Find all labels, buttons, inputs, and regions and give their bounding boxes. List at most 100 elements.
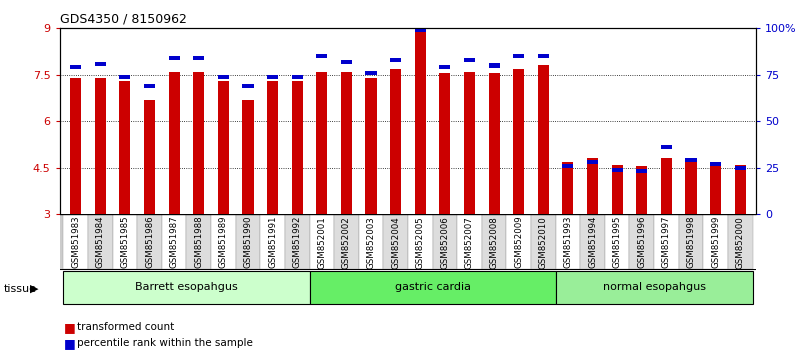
Bar <box>334 214 359 269</box>
Bar <box>291 81 302 214</box>
Bar <box>513 54 525 58</box>
FancyBboxPatch shape <box>64 271 310 304</box>
Text: GSM851989: GSM851989 <box>219 216 228 268</box>
Text: ▶: ▶ <box>30 284 39 293</box>
Text: transformed count: transformed count <box>77 322 174 332</box>
Bar <box>415 28 426 214</box>
Text: GSM851986: GSM851986 <box>145 216 154 268</box>
Bar <box>605 214 630 269</box>
Bar <box>112 214 137 269</box>
Text: normal esopahgus: normal esopahgus <box>603 282 705 292</box>
Bar <box>704 214 728 269</box>
Bar <box>95 78 106 214</box>
Bar <box>144 99 155 214</box>
Bar <box>464 72 475 214</box>
Bar <box>636 170 647 173</box>
Bar <box>489 63 500 68</box>
Bar <box>359 214 384 269</box>
Text: GSM851987: GSM851987 <box>170 216 178 268</box>
Bar <box>310 214 334 269</box>
Bar <box>193 56 205 60</box>
Bar <box>365 71 377 75</box>
Bar <box>243 84 253 88</box>
Text: Barrett esopahgus: Barrett esopahgus <box>135 282 238 292</box>
Bar <box>513 69 525 214</box>
Text: GSM851999: GSM851999 <box>711 216 720 268</box>
Bar <box>679 214 704 269</box>
Bar <box>735 165 746 214</box>
Bar <box>685 158 696 162</box>
Bar <box>563 161 573 214</box>
Bar <box>390 58 401 62</box>
Text: gastric cardia: gastric cardia <box>395 282 470 292</box>
Text: tissue: tissue <box>4 284 37 293</box>
Bar <box>611 165 622 214</box>
Bar <box>489 73 500 214</box>
Text: GSM852002: GSM852002 <box>342 216 351 269</box>
Bar <box>119 81 131 214</box>
Text: GSM851984: GSM851984 <box>96 216 105 268</box>
Bar <box>611 167 622 172</box>
Bar <box>260 214 285 269</box>
Text: GSM852008: GSM852008 <box>490 216 498 269</box>
Bar <box>587 160 598 164</box>
Bar <box>580 214 605 269</box>
Bar <box>243 99 253 214</box>
Text: GSM851991: GSM851991 <box>268 216 277 268</box>
Bar <box>735 166 746 170</box>
Text: GSM851983: GSM851983 <box>71 216 80 268</box>
Bar <box>415 28 426 32</box>
Text: GSM852007: GSM852007 <box>465 216 474 269</box>
Bar <box>587 159 598 214</box>
Bar <box>341 72 352 214</box>
Bar <box>457 214 482 269</box>
Bar <box>630 214 654 269</box>
Text: GSM851992: GSM851992 <box>293 216 302 268</box>
Text: GSM851998: GSM851998 <box>686 216 696 268</box>
Bar <box>710 163 721 214</box>
Text: GSM851996: GSM851996 <box>638 216 646 268</box>
Text: GSM852005: GSM852005 <box>416 216 425 269</box>
Bar <box>211 214 236 269</box>
Text: ■: ■ <box>64 337 76 350</box>
Bar <box>654 214 679 269</box>
Bar <box>169 72 180 214</box>
Bar <box>432 214 457 269</box>
Text: GSM852001: GSM852001 <box>318 216 326 269</box>
Bar <box>95 62 106 65</box>
Bar <box>316 72 327 214</box>
Bar <box>193 72 205 214</box>
Bar <box>408 214 432 269</box>
Bar <box>556 214 580 269</box>
Bar <box>439 65 451 69</box>
Text: GSM851990: GSM851990 <box>244 216 252 268</box>
Text: GSM852009: GSM852009 <box>514 216 523 268</box>
Bar <box>728 214 752 269</box>
FancyBboxPatch shape <box>310 271 556 304</box>
Bar <box>218 81 229 214</box>
Bar <box>482 214 506 269</box>
Text: GSM852003: GSM852003 <box>366 216 376 269</box>
Text: GSM851985: GSM851985 <box>120 216 130 268</box>
Bar <box>162 214 186 269</box>
Bar <box>384 214 408 269</box>
Text: GSM851993: GSM851993 <box>564 216 572 268</box>
Bar <box>144 84 155 88</box>
Bar <box>119 75 131 79</box>
Bar <box>64 214 88 269</box>
Text: GSM852010: GSM852010 <box>539 216 548 269</box>
Bar <box>538 54 549 58</box>
Bar <box>685 161 696 214</box>
Text: GSM852000: GSM852000 <box>736 216 745 269</box>
Bar <box>506 214 531 269</box>
Bar <box>636 166 647 214</box>
Text: GSM851988: GSM851988 <box>194 216 203 268</box>
Text: GSM852004: GSM852004 <box>391 216 400 269</box>
Bar <box>464 58 475 62</box>
FancyBboxPatch shape <box>556 271 752 304</box>
Text: GSM851994: GSM851994 <box>588 216 597 268</box>
Bar <box>531 214 556 269</box>
Bar <box>538 65 549 214</box>
Bar <box>390 69 401 214</box>
Bar <box>70 65 81 69</box>
